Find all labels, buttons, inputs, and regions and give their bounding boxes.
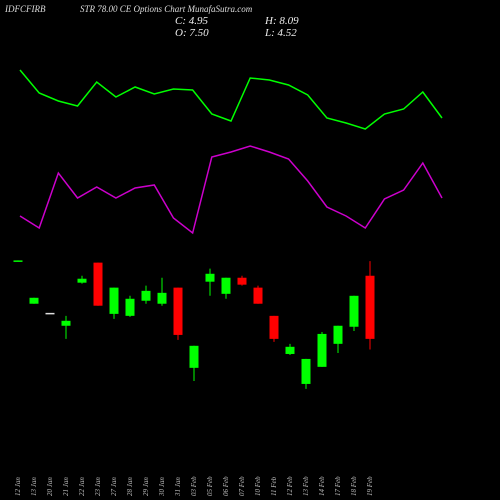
- x-tick-label: 29 Jan: [142, 477, 150, 496]
- stat: L: 4.52: [264, 27, 297, 39]
- x-tick-label: 28 Jan: [126, 477, 134, 496]
- candle-body: [333, 325, 343, 344]
- candle-body: [253, 287, 263, 304]
- x-tick-label: 12 Feb: [286, 476, 294, 496]
- x-tick-label: 13 Feb: [302, 476, 310, 496]
- candle-body: [45, 312, 55, 315]
- x-tick-label: 12 Jan: [14, 477, 22, 496]
- x-tick-label: 19 Feb: [366, 476, 374, 496]
- candle-body: [173, 287, 183, 335]
- indicator-line: [19, 69, 443, 130]
- x-tick-label: 14 Feb: [318, 476, 326, 496]
- candle-body: [301, 358, 311, 384]
- x-tick-label: 11 Feb: [270, 476, 278, 496]
- x-tick-label: 30 Jan: [158, 477, 166, 497]
- x-tick-label: 20 Jan: [46, 477, 54, 496]
- chart-title: STR 78.00 CE Options Chart MunafaSutra.c…: [80, 4, 253, 14]
- x-tick-label: 10 Feb: [254, 476, 262, 496]
- x-tick-label: 21 Jan: [62, 477, 70, 496]
- candle-body: [13, 260, 23, 262]
- x-tick-label: 17 Feb: [334, 476, 342, 496]
- candle-body: [317, 333, 327, 367]
- stat: O: 7.50: [175, 27, 209, 39]
- candle-body: [157, 292, 167, 304]
- candle-body: [125, 298, 135, 316]
- candle-body: [349, 295, 359, 327]
- x-tick-label: 18 Feb: [350, 476, 358, 496]
- candle-body: [285, 346, 295, 354]
- indicator-line: [19, 145, 443, 235]
- candle-body: [221, 277, 231, 294]
- candle-body: [61, 320, 71, 326]
- x-tick-label: 07 Feb: [238, 476, 246, 496]
- candle-body: [141, 290, 151, 301]
- x-tick-label: 27 Jan: [110, 477, 118, 496]
- stat: C: 4.95: [175, 15, 209, 27]
- x-tick-label: 05 Feb: [206, 476, 214, 496]
- x-tick-label: 03 Feb: [190, 476, 198, 496]
- candle-body: [365, 275, 375, 339]
- stat: H: 8.09: [264, 15, 299, 27]
- candle-body: [77, 278, 87, 283]
- candle-body: [29, 297, 39, 304]
- candle-body: [269, 315, 279, 339]
- candle-body: [205, 273, 215, 282]
- x-tick-label: 13 Jan: [30, 477, 38, 496]
- x-tick-label: 06 Feb: [222, 476, 230, 496]
- candle-body: [109, 287, 119, 314]
- candle-body: [237, 277, 247, 285]
- x-tick-label: 31 Jan: [174, 477, 182, 497]
- x-tick-label: 23 Jan: [94, 477, 102, 496]
- x-tick-label: 22 Jan: [78, 477, 86, 496]
- symbol: IDFCFIRB: [4, 4, 46, 14]
- candle-body: [93, 262, 103, 306]
- candle-body: [189, 345, 199, 368]
